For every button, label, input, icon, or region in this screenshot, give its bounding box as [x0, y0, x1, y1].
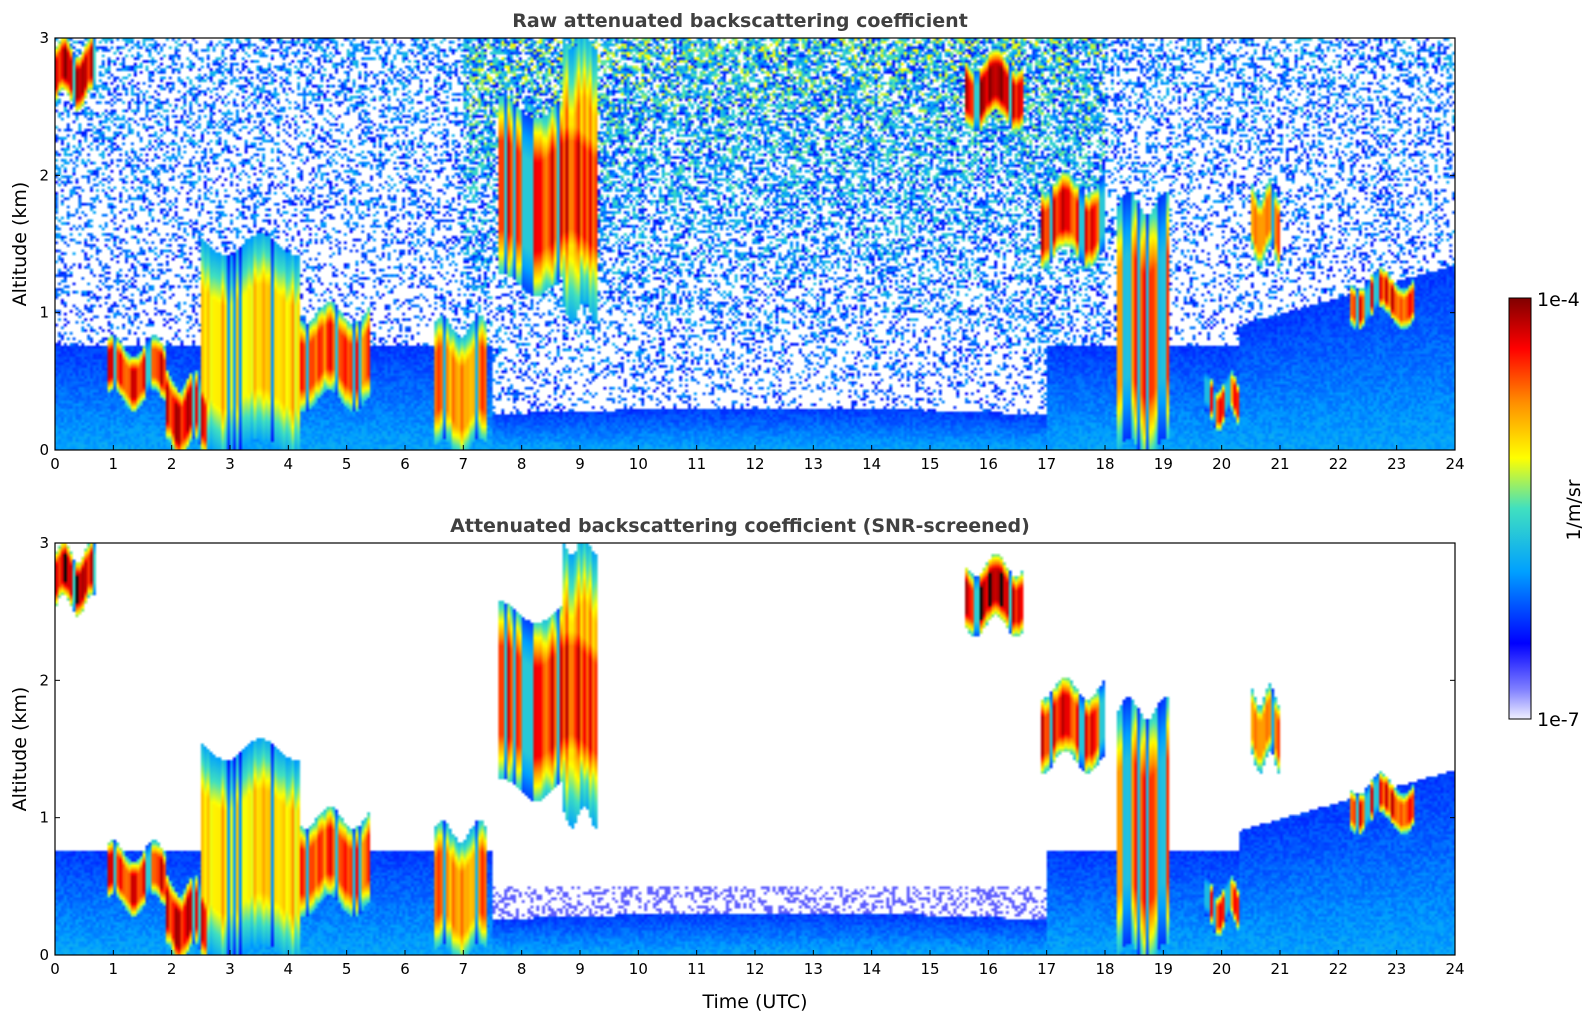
x-tick-label: 24: [1445, 960, 1464, 978]
x-tick-label: 5: [342, 455, 352, 473]
y-tick-label: 3: [39, 534, 49, 552]
y-tick-label: 2: [39, 166, 49, 184]
x-tick-label: 13: [804, 455, 823, 473]
x-tick-label: 22: [1329, 960, 1348, 978]
x-tick-label: 6: [400, 960, 410, 978]
panel-2-ylabel: Altitude (km): [9, 687, 31, 812]
panel-2-heatmap: [55, 543, 1455, 955]
x-tick-label: 18: [1095, 960, 1114, 978]
x-tick-label: 0: [50, 960, 60, 978]
x-tick-label: 3: [225, 960, 235, 978]
x-tick-label: 20: [1212, 960, 1231, 978]
panel-1-title: Raw attenuated backscattering coefficien…: [512, 10, 968, 32]
x-tick-label: 4: [284, 455, 294, 473]
panel-2-axes: 0 1 2 3 4 5 6 7 8 9 10 11 12 13 14 15 16 17 18 19 20 21 22 23 24…: [39, 534, 1464, 978]
x-tick-label: 8: [517, 455, 527, 473]
colorbar: 1e-4 1e-7 1/m/sr: [1508, 289, 1585, 731]
x-tick-label: 6: [400, 455, 410, 473]
x-tick-label: 17: [1037, 455, 1056, 473]
y-tick-label: 1: [39, 809, 49, 827]
panel-1-axes: 0 1 2 3 4 5 6 7 8 9 10 11 12 13 14 15 16 17 18 19 20 21 22 23 24…: [39, 29, 1464, 473]
x-tick-label: 10: [629, 960, 648, 978]
x-tick-label: 13: [804, 960, 823, 978]
x-tick-label: 17: [1037, 960, 1056, 978]
x-tick-label: 21: [1270, 960, 1289, 978]
x-tick-label: 10: [629, 455, 648, 473]
x-tick-label: 4: [284, 960, 294, 978]
y-tick-label: 0: [39, 946, 49, 964]
x-tick-label: 16: [979, 960, 998, 978]
panel-2-title: Attenuated backscattering coefficient (S…: [450, 515, 1030, 537]
x-tick-label: 7: [459, 455, 469, 473]
raw-backscatter-panel: Raw attenuated backscattering coefficien…: [9, 10, 1465, 473]
panel-2-xlabel: Time (UTC): [701, 991, 807, 1013]
colorbar-max-label: 1e-4: [1537, 289, 1580, 311]
y-tick-label: 2: [39, 671, 49, 689]
x-tick-label: 24: [1445, 455, 1464, 473]
x-tick-label: 23: [1387, 960, 1406, 978]
y-tick-label: 3: [39, 29, 49, 47]
x-tick-label: 5: [342, 960, 352, 978]
x-tick-label: 23: [1387, 455, 1406, 473]
panel-1-heatmap: [55, 38, 1455, 450]
x-tick-label: 19: [1154, 960, 1173, 978]
colorbar-min-label: 1e-7: [1537, 709, 1580, 731]
panel-1-ylabel: Altitude (km): [9, 182, 31, 307]
x-tick-label: 8: [517, 960, 527, 978]
x-tick-label: 9: [575, 455, 585, 473]
x-tick-label: 1: [109, 455, 119, 473]
x-tick-label: 7: [459, 960, 469, 978]
x-tick-label: 14: [862, 455, 881, 473]
x-tick-label: 9: [575, 960, 585, 978]
x-tick-label: 22: [1329, 455, 1348, 473]
y-tick-label: 0: [39, 441, 49, 459]
x-tick-label: 11: [687, 960, 706, 978]
x-tick-label: 1: [109, 960, 119, 978]
x-tick-label: 14: [862, 960, 881, 978]
x-tick-label: 3: [225, 455, 235, 473]
x-tick-label: 0: [50, 455, 60, 473]
x-tick-label: 15: [920, 960, 939, 978]
x-tick-label: 18: [1095, 455, 1114, 473]
y-tick-label: 1: [39, 304, 49, 322]
screened-backscatter-panel: Attenuated backscattering coefficient (S…: [9, 515, 1465, 1013]
x-tick-label: 16: [979, 455, 998, 473]
x-tick-label: 2: [167, 455, 177, 473]
x-tick-label: 20: [1212, 455, 1231, 473]
x-tick-label: 15: [920, 455, 939, 473]
x-tick-label: 2: [167, 960, 177, 978]
colorbar-unit-label: 1/m/sr: [1563, 479, 1585, 540]
x-tick-label: 19: [1154, 455, 1173, 473]
x-tick-label: 12: [745, 960, 764, 978]
colorbar-gradient: [1508, 297, 1532, 720]
x-tick-label: 11: [687, 455, 706, 473]
x-tick-label: 21: [1270, 455, 1289, 473]
x-tick-label: 12: [745, 455, 764, 473]
